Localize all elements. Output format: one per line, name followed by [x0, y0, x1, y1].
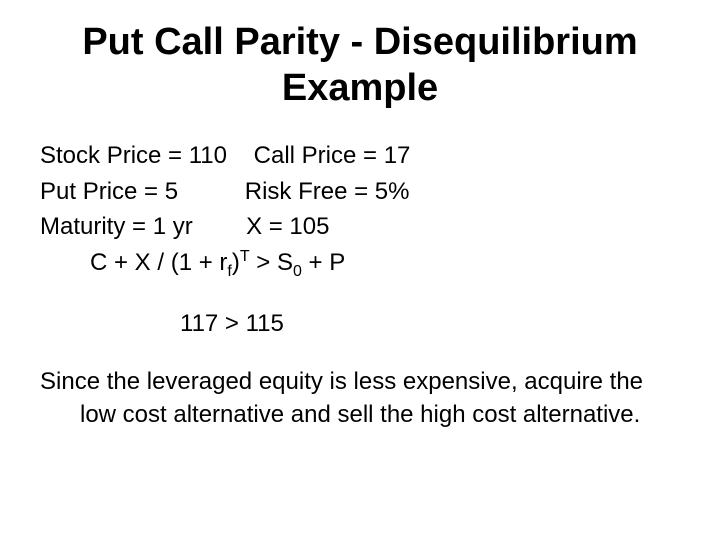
formula-lhs1: C + X / (1 + r: [90, 249, 227, 276]
param-row-3: Maturity = 1 yr X = 105: [40, 210, 680, 244]
risk-free-param: Risk Free = 5%: [245, 175, 410, 209]
formula-sub-0: 0: [293, 263, 302, 280]
strike-param: X = 105: [246, 210, 329, 244]
formula-rhs: + P: [302, 249, 345, 276]
call-price-param: Call Price = 17: [254, 139, 411, 173]
numeric-result: 117 > 115: [40, 307, 680, 341]
maturity-param: Maturity = 1 yr: [40, 210, 193, 244]
formula-sup-t: T: [240, 248, 250, 265]
formula-mid1: ): [232, 249, 240, 276]
param-row-1: Stock Price = 110 Call Price = 17: [40, 139, 680, 173]
param-row-2: Put Price = 5 Risk Free = 5%: [40, 175, 680, 209]
formula-mid2: > S: [250, 249, 293, 276]
slide-title: Put Call Parity - Disequilibrium Example: [40, 20, 680, 111]
inequality-formula: C + X / (1 + rf)T > S0 + P: [40, 246, 680, 283]
stock-price-param: Stock Price = 110: [40, 139, 227, 173]
conclusion-text: Since the leveraged equity is less expen…: [40, 365, 680, 432]
slide-content: Stock Price = 110 Call Price = 17 Put Pr…: [40, 139, 680, 432]
put-price-param: Put Price = 5: [40, 175, 178, 209]
